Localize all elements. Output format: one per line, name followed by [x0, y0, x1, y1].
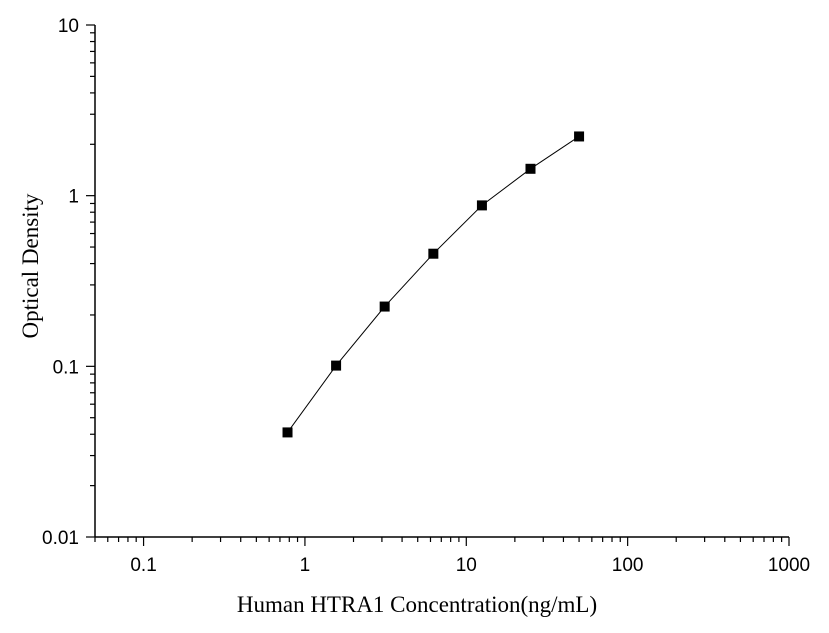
y-tick-label: 0.1 — [53, 357, 79, 378]
y-tick-label: 0.01 — [42, 528, 79, 549]
data-point — [282, 427, 293, 438]
data-point — [331, 360, 342, 371]
y-tick-label: 1 — [68, 187, 79, 208]
data-point — [525, 163, 536, 174]
x-axis-ticks: 0.1 1 10 100 1000 — [94, 537, 810, 576]
x-tick-label: 1000 — [768, 555, 810, 576]
y-axis-title: Optical Density — [18, 193, 43, 338]
x-tick-label: 100 — [612, 555, 644, 576]
y-tick-label: 10 — [58, 16, 79, 37]
x-tick-label: 0.1 — [130, 555, 156, 576]
series-line — [287, 136, 580, 433]
data-point — [574, 131, 585, 142]
x-axis-title: Human HTRA1 Concentration(ng/mL) — [237, 592, 597, 617]
y-axis-ticks: 0.01 0.1 1 10 — [42, 16, 95, 549]
series-layer — [282, 131, 585, 438]
data-point — [428, 248, 439, 259]
data-point — [476, 200, 487, 211]
x-tick-label: 10 — [456, 555, 477, 576]
axes — [94, 25, 789, 538]
data-point — [379, 301, 390, 312]
x-tick-label: 1 — [300, 555, 311, 576]
